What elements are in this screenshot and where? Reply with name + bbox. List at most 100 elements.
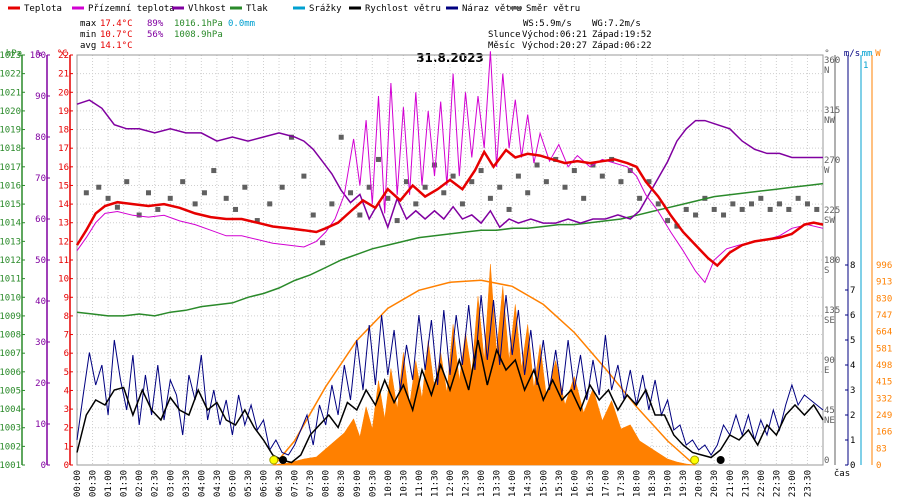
pressure-line bbox=[76, 182, 824, 317]
wind-direction-point bbox=[223, 195, 229, 201]
wind-direction-point bbox=[469, 179, 475, 185]
wind-direction-point bbox=[155, 206, 161, 212]
legend: Teplota Přízemní teplota Vlhkost Tlak Srážky… bbox=[8, 4, 580, 14]
wind-direction-point bbox=[646, 179, 652, 185]
direction-letter: N bbox=[824, 66, 829, 76]
wind-tick-label: 5 bbox=[850, 336, 855, 346]
statistics-panel: max 17.4°C 89% 1016.1hPa 0.0mm min 10.7°… bbox=[80, 19, 652, 51]
ground-temperature-line bbox=[76, 51, 824, 284]
x-tick-label: 11:30 bbox=[430, 470, 440, 497]
pressure-tick-label: 1009 bbox=[0, 312, 21, 322]
x-tick-label: 14:00 bbox=[508, 470, 518, 497]
wind-unit: m/s bbox=[844, 49, 860, 59]
wind-direction-point bbox=[242, 184, 248, 190]
radiation-tick-label: 664 bbox=[876, 328, 892, 338]
temperature-tick-label: 6 bbox=[64, 349, 69, 359]
wind-direction-point bbox=[758, 195, 764, 201]
radiation-tick-label: 581 bbox=[876, 344, 892, 354]
humidity-tick-label: 0 bbox=[41, 461, 46, 471]
x-tick-label: 16:00 bbox=[570, 470, 580, 497]
humidity-tick-label: 90 bbox=[35, 92, 46, 102]
wind-direction-point bbox=[767, 206, 773, 212]
pressure-tick-label: 1021 bbox=[0, 88, 21, 98]
temperature-tick-label: 12 bbox=[58, 237, 69, 247]
sunset-marker bbox=[690, 455, 700, 465]
x-tick-label: 10:00 bbox=[384, 470, 394, 497]
wind-direction-point bbox=[618, 179, 624, 185]
direction-tick-label: 0 bbox=[824, 456, 829, 466]
wind-direction-point bbox=[145, 190, 151, 196]
x-tick-label: 02:00 bbox=[135, 470, 145, 497]
wind-direction-point bbox=[497, 184, 503, 190]
wind-gust-line bbox=[76, 294, 824, 456]
wind-direction-point bbox=[739, 206, 745, 212]
direction-letter: SW bbox=[824, 216, 835, 226]
pressure-tick-label: 1018 bbox=[0, 144, 21, 154]
pressure-tick-label: 1013 bbox=[0, 237, 21, 247]
wind-direction-point bbox=[124, 179, 130, 185]
x-tick-label: 07:30 bbox=[306, 470, 316, 497]
pressure-tick-label: 1006 bbox=[0, 368, 21, 378]
direction-letter: E bbox=[824, 366, 829, 376]
wind-direction-point bbox=[413, 201, 419, 207]
temperature-tick-label: 8 bbox=[64, 312, 69, 322]
x-tick-label: 20:30 bbox=[710, 470, 720, 497]
direction-tick-label: 315 bbox=[824, 106, 840, 116]
stat-avg-temp: 14.1°C bbox=[100, 41, 133, 51]
wind-direction-point bbox=[776, 201, 782, 207]
wind-direction-point bbox=[403, 179, 409, 185]
direction-unit: ° bbox=[824, 49, 829, 59]
sun-label: Slunce bbox=[488, 30, 521, 40]
temperature-tick-label: 1 bbox=[64, 442, 69, 452]
x-tick-label: 00:00 bbox=[73, 470, 83, 497]
x-tick-label: 19:00 bbox=[664, 470, 674, 497]
temperature-tick-label: 9 bbox=[64, 293, 69, 303]
humidity-tick-label: 50 bbox=[35, 256, 46, 266]
radiation-tick-label: 249 bbox=[876, 411, 892, 421]
stat-min-hum: 56% bbox=[147, 30, 164, 40]
moonset-marker bbox=[279, 456, 288, 464]
wind-direction-point bbox=[674, 223, 680, 229]
wind-direction-point bbox=[515, 173, 521, 179]
wind-direction-point bbox=[114, 204, 120, 210]
wind-direction-point bbox=[394, 218, 400, 224]
stat-min-label: min bbox=[80, 30, 96, 40]
stat-avg-label: avg bbox=[80, 41, 96, 51]
moonrise-time: Východ:20:27 bbox=[522, 41, 587, 51]
temperature-tick-label: 19 bbox=[58, 107, 69, 117]
pressure-tick-label: 1019 bbox=[0, 126, 21, 136]
x-tick-label: 18:30 bbox=[648, 470, 658, 497]
wind-direction-point bbox=[180, 179, 186, 185]
wind-direction-point bbox=[376, 156, 382, 162]
direction-letter: SE bbox=[824, 316, 835, 326]
x-tick-label: 00:30 bbox=[89, 470, 99, 497]
pressure-tick-label: 1007 bbox=[0, 349, 21, 359]
wind-direction-point bbox=[422, 184, 428, 190]
legend-label-vlhkost: Vlhkost bbox=[188, 4, 226, 14]
direction-tick-label: 360 bbox=[824, 56, 840, 66]
stat-max-press: 1016.1hPa bbox=[174, 19, 223, 29]
wind-direction-point bbox=[711, 206, 717, 212]
radiation-tick-label: 166 bbox=[876, 428, 892, 438]
wind-direction-point bbox=[310, 212, 316, 218]
pressure-tick-label: 1001 bbox=[0, 461, 21, 471]
wind-direction-point bbox=[201, 190, 207, 196]
wind-tick-label: 7 bbox=[850, 286, 855, 296]
radiation-tick-label: 83 bbox=[876, 444, 887, 454]
wind-direction-point bbox=[599, 173, 605, 179]
temperature-tick-label: 7 bbox=[64, 331, 69, 341]
radiation-tick-label: 913 bbox=[876, 278, 892, 288]
humidity-tick-label: 30 bbox=[35, 338, 46, 348]
sunrise-marker bbox=[269, 455, 279, 465]
radiation-unit: W bbox=[875, 49, 881, 59]
x-tick-label: 01:00 bbox=[104, 470, 114, 497]
wind-direction-point bbox=[192, 201, 198, 207]
wind-direction-point bbox=[665, 218, 671, 224]
stat-max-label: max bbox=[80, 19, 97, 29]
moon-label: Měsíc bbox=[488, 41, 515, 51]
wind-direction-point bbox=[366, 184, 372, 190]
pressure-tick-label: 1010 bbox=[0, 293, 21, 303]
wind-speed-line bbox=[76, 339, 824, 464]
wind-direction-point bbox=[683, 206, 689, 212]
stat-max-temp: 17.4°C bbox=[100, 19, 133, 29]
